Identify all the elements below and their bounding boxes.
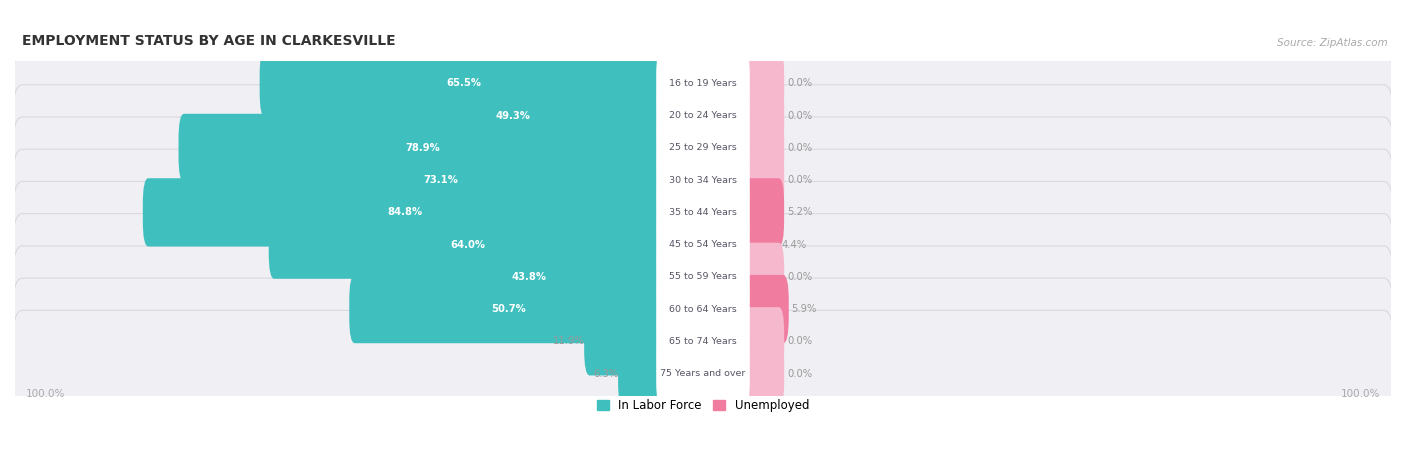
Text: 65 to 74 Years: 65 to 74 Years (669, 337, 737, 346)
Text: 0.0%: 0.0% (787, 272, 813, 282)
Text: 11.9%: 11.9% (553, 336, 583, 346)
FancyBboxPatch shape (738, 82, 785, 150)
Text: 30 to 34 Years: 30 to 34 Years (669, 176, 737, 184)
FancyBboxPatch shape (657, 307, 749, 375)
FancyBboxPatch shape (657, 211, 749, 279)
Text: 55 to 59 Years: 55 to 59 Years (669, 272, 737, 281)
FancyBboxPatch shape (657, 49, 749, 118)
FancyBboxPatch shape (738, 211, 779, 279)
Text: 45 to 54 Years: 45 to 54 Years (669, 240, 737, 249)
Text: 84.8%: 84.8% (388, 207, 423, 217)
FancyBboxPatch shape (269, 211, 668, 279)
FancyBboxPatch shape (738, 339, 785, 408)
Text: 65.5%: 65.5% (446, 78, 481, 88)
FancyBboxPatch shape (260, 49, 668, 118)
FancyBboxPatch shape (657, 243, 749, 311)
FancyBboxPatch shape (11, 246, 1395, 372)
FancyBboxPatch shape (11, 310, 1395, 437)
Text: 16 to 19 Years: 16 to 19 Years (669, 79, 737, 88)
FancyBboxPatch shape (11, 53, 1395, 179)
Text: 5.9%: 5.9% (792, 304, 817, 314)
FancyBboxPatch shape (738, 146, 785, 214)
FancyBboxPatch shape (391, 243, 668, 311)
FancyBboxPatch shape (738, 49, 785, 118)
Text: 0.0%: 0.0% (787, 110, 813, 121)
FancyBboxPatch shape (179, 114, 668, 182)
FancyBboxPatch shape (583, 307, 668, 375)
Text: EMPLOYMENT STATUS BY AGE IN CLARKESVILLE: EMPLOYMENT STATUS BY AGE IN CLARKESVILLE (22, 33, 395, 47)
FancyBboxPatch shape (11, 214, 1395, 340)
Text: 6.3%: 6.3% (593, 368, 619, 378)
FancyBboxPatch shape (619, 339, 668, 408)
FancyBboxPatch shape (657, 146, 749, 214)
Text: 43.8%: 43.8% (512, 272, 547, 282)
FancyBboxPatch shape (214, 146, 668, 214)
Text: 4.4%: 4.4% (782, 239, 807, 249)
Text: 0.0%: 0.0% (787, 78, 813, 88)
FancyBboxPatch shape (11, 20, 1395, 147)
FancyBboxPatch shape (657, 114, 749, 182)
FancyBboxPatch shape (738, 114, 785, 182)
Text: 64.0%: 64.0% (450, 239, 485, 249)
Legend: In Labor Force, Unemployed: In Labor Force, Unemployed (592, 395, 814, 417)
Text: 0.0%: 0.0% (787, 336, 813, 346)
Text: 73.1%: 73.1% (423, 175, 458, 185)
FancyBboxPatch shape (11, 278, 1395, 405)
FancyBboxPatch shape (11, 117, 1395, 244)
FancyBboxPatch shape (738, 307, 785, 375)
FancyBboxPatch shape (143, 178, 668, 247)
Text: 0.0%: 0.0% (787, 368, 813, 378)
FancyBboxPatch shape (11, 149, 1395, 276)
FancyBboxPatch shape (657, 178, 749, 247)
Text: 60 to 64 Years: 60 to 64 Years (669, 304, 737, 313)
Text: 35 to 44 Years: 35 to 44 Years (669, 208, 737, 217)
FancyBboxPatch shape (738, 178, 785, 247)
FancyBboxPatch shape (657, 275, 749, 343)
Text: 50.7%: 50.7% (491, 304, 526, 314)
Text: 20 to 24 Years: 20 to 24 Years (669, 111, 737, 120)
Text: 49.3%: 49.3% (495, 110, 530, 121)
Text: 5.2%: 5.2% (787, 207, 813, 217)
FancyBboxPatch shape (657, 339, 749, 408)
Text: 100.0%: 100.0% (1341, 388, 1381, 399)
Text: 100.0%: 100.0% (25, 388, 65, 399)
Text: Source: ZipAtlas.com: Source: ZipAtlas.com (1278, 37, 1388, 47)
Text: 75 Years and over: 75 Years and over (661, 369, 745, 378)
FancyBboxPatch shape (11, 85, 1395, 211)
Text: 25 to 29 Years: 25 to 29 Years (669, 143, 737, 152)
FancyBboxPatch shape (357, 82, 668, 150)
Text: 0.0%: 0.0% (787, 143, 813, 153)
FancyBboxPatch shape (738, 275, 789, 343)
Text: 0.0%: 0.0% (787, 175, 813, 185)
Text: 78.9%: 78.9% (405, 143, 440, 153)
FancyBboxPatch shape (738, 243, 785, 311)
FancyBboxPatch shape (11, 181, 1395, 308)
FancyBboxPatch shape (349, 275, 668, 343)
FancyBboxPatch shape (657, 82, 749, 150)
